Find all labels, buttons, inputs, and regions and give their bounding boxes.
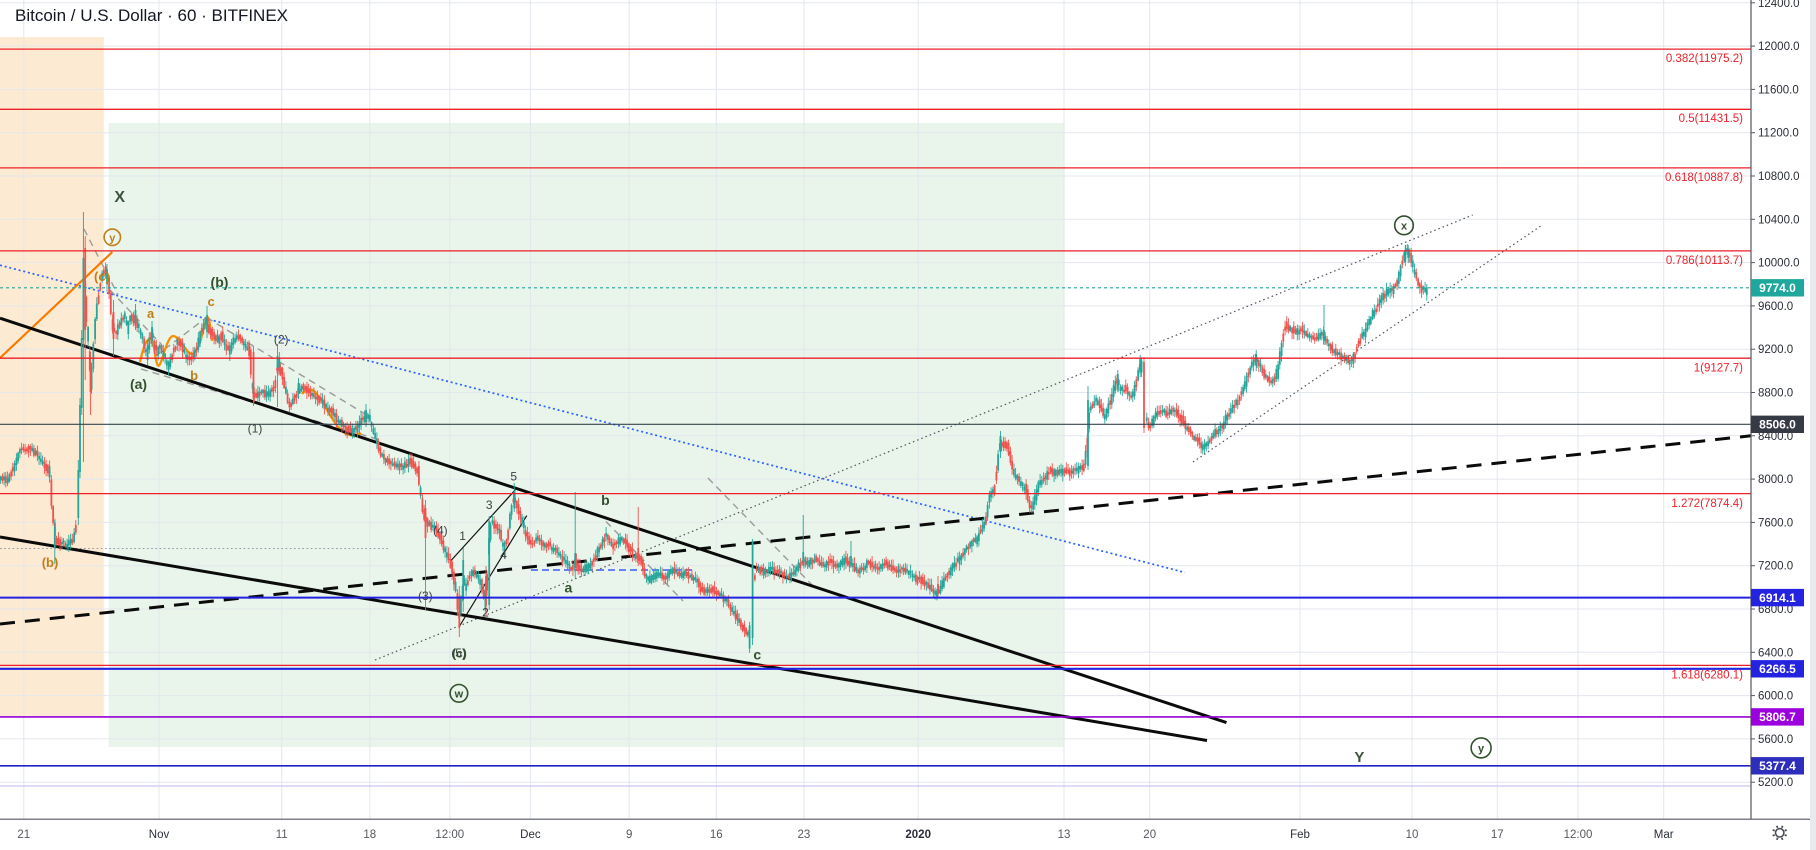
svg-text:10400.0: 10400.0 [1758, 214, 1800, 226]
svg-text:c: c [753, 647, 761, 663]
svg-text:5600.0: 5600.0 [1758, 734, 1793, 746]
svg-text:12000.0: 12000.0 [1758, 41, 1800, 53]
svg-text:8506.0: 8506.0 [1759, 418, 1796, 432]
svg-text:(5): (5) [451, 646, 466, 660]
svg-text:20: 20 [1143, 829, 1156, 841]
svg-text:(c): (c) [452, 647, 467, 661]
svg-text:3: 3 [486, 498, 493, 512]
svg-text:1.618(6280.1): 1.618(6280.1) [1671, 670, 1743, 682]
svg-text:8000.0: 8000.0 [1758, 474, 1793, 486]
svg-text:1(9127.7): 1(9127.7) [1694, 363, 1743, 375]
svg-text:Bitcoin / U.S. Dollar · 60 · B: Bitcoin / U.S. Dollar · 60 · BITFINEX [15, 6, 288, 25]
svg-text:0.5(11431.5): 0.5(11431.5) [1679, 113, 1744, 125]
svg-text:(4): (4) [433, 524, 448, 538]
svg-text:(b): (b) [211, 274, 229, 290]
svg-text:0.618(10887.8): 0.618(10887.8) [1665, 172, 1743, 184]
svg-text:8800.0: 8800.0 [1758, 388, 1793, 400]
svg-text:y: y [109, 232, 116, 244]
svg-text:18: 18 [363, 829, 376, 841]
svg-text:Nov: Nov [149, 829, 170, 841]
svg-text:6266.5: 6266.5 [1759, 662, 1796, 676]
svg-text:w: w [454, 688, 464, 700]
svg-text:(2): (2) [274, 333, 289, 347]
svg-text:a: a [147, 306, 155, 321]
svg-text:7200.0: 7200.0 [1758, 561, 1793, 573]
svg-text:9200.0: 9200.0 [1758, 344, 1793, 356]
svg-text:X: X [114, 189, 125, 206]
svg-text:1.272(7874.4): 1.272(7874.4) [1671, 498, 1743, 510]
svg-text:5: 5 [510, 470, 517, 484]
svg-text:Y: Y [1354, 749, 1364, 766]
svg-text:7600.0: 7600.0 [1758, 517, 1793, 529]
svg-text:b: b [190, 368, 198, 383]
svg-text:9: 9 [626, 829, 632, 841]
svg-text:(a): (a) [130, 376, 147, 392]
svg-text:(b): (b) [42, 555, 59, 570]
svg-text:11200.0: 11200.0 [1758, 128, 1799, 140]
svg-text:9600.0: 9600.0 [1758, 301, 1793, 313]
svg-text:6000.0: 6000.0 [1758, 691, 1793, 703]
svg-text:13: 13 [1058, 829, 1071, 841]
svg-text:(3): (3) [418, 589, 433, 603]
svg-text:2: 2 [482, 606, 489, 620]
svg-text:17: 17 [1491, 829, 1504, 841]
svg-text:2020: 2020 [905, 829, 931, 841]
svg-text:10800.0: 10800.0 [1758, 171, 1800, 183]
svg-text:12400.0: 12400.0 [1758, 0, 1800, 10]
svg-text:(c): (c) [94, 269, 110, 284]
svg-text:0.786(10113.7): 0.786(10113.7) [1666, 255, 1743, 267]
svg-text:6914.1: 6914.1 [1759, 591, 1796, 605]
svg-text:x: x [1401, 220, 1408, 232]
svg-text:8400.0: 8400.0 [1758, 431, 1793, 443]
svg-text:y: y [1478, 743, 1485, 755]
svg-text:Dec: Dec [520, 829, 541, 841]
svg-text:11: 11 [276, 829, 288, 841]
svg-text:Feb: Feb [1290, 829, 1310, 841]
svg-text:11600.0: 11600.0 [1758, 84, 1799, 96]
svg-text:a: a [565, 580, 573, 596]
svg-text:4: 4 [500, 548, 507, 562]
svg-text:16: 16 [710, 829, 723, 841]
svg-text:23: 23 [798, 829, 811, 841]
svg-text:(1): (1) [248, 422, 263, 436]
svg-text:9774.0: 9774.0 [1759, 281, 1796, 295]
svg-text:12:00: 12:00 [435, 829, 464, 841]
svg-text:6800.0: 6800.0 [1758, 604, 1793, 616]
svg-text:c: c [207, 294, 214, 309]
svg-text:10000.0: 10000.0 [1758, 258, 1800, 270]
svg-text:b: b [601, 492, 610, 508]
svg-text:5200.0: 5200.0 [1758, 777, 1793, 789]
svg-text:Mar: Mar [1654, 829, 1674, 841]
svg-text:12:00: 12:00 [1564, 829, 1593, 841]
svg-text:5806.7: 5806.7 [1759, 710, 1796, 724]
svg-text:1: 1 [459, 529, 466, 543]
svg-text:10: 10 [1406, 829, 1419, 841]
svg-text:6400.0: 6400.0 [1758, 647, 1793, 659]
svg-text:0.382(11975.2): 0.382(11975.2) [1666, 53, 1743, 65]
svg-text:21: 21 [17, 829, 30, 841]
svg-text:5377.4: 5377.4 [1759, 759, 1796, 773]
